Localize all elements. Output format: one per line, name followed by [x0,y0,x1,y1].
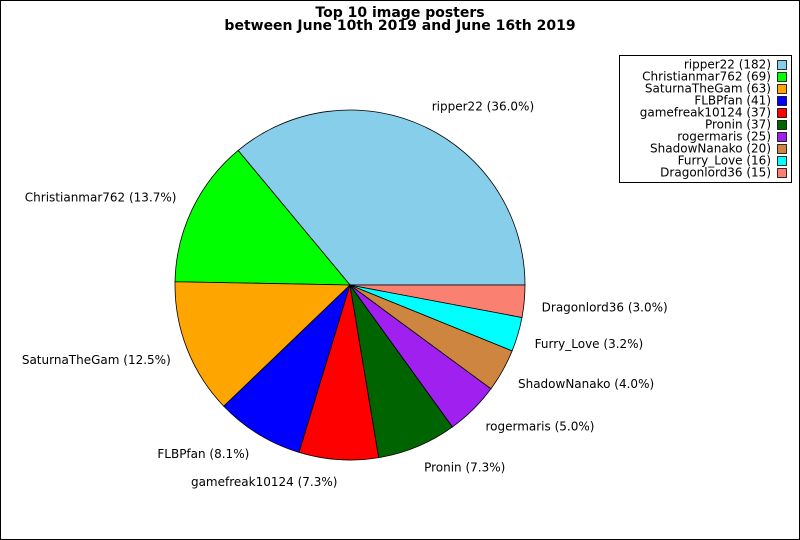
pie-slice [349,284,526,318]
slice-label: FLBPfan (8.1%) [157,447,249,461]
legend-label: Dragonlord36 (15) [660,166,771,180]
legend-label: Christianmar762 (69) [642,70,771,84]
legend-swatch [777,72,787,82]
pie-slice [174,281,351,407]
slice-label: Pronin (7.3%) [424,460,505,474]
legend-swatch [777,108,787,118]
legend-label: rogermaris (25) [677,130,771,144]
slice-label: rogermaris (5.0%) [485,420,594,434]
legend-swatch [777,120,787,130]
chart-subtitle: between June 10th 2019 and June 16th 201… [224,18,575,34]
legend-swatch [777,132,787,142]
slice-label: ripper22 (36.0%) [432,100,534,114]
pie-slice [174,149,351,286]
legend-label: SaturnaTheGam (63) [645,82,771,96]
legend-swatch [777,60,787,70]
chart-title: Top 10 image posters [315,5,484,21]
legend-label: ShadowNanako (20) [650,142,771,156]
slice-label: gamefreak10124 (7.3%) [191,475,337,489]
legend-swatch [777,144,787,154]
legend-label: Pronin (37) [705,118,771,132]
pie-slice [237,109,526,286]
slice-label: Christianmar762 (13.7%) [25,191,177,205]
legend-label: ripper22 (182) [684,58,771,72]
legend-swatch [777,168,787,178]
slice-label: SaturnaTheGam (12.5%) [22,353,171,367]
legend-label: gamefreak10124 (37) [640,106,771,120]
legend-swatch [777,156,787,166]
slice-label: Furry_Love (3.2%) [535,337,644,351]
legend-box [619,55,792,183]
legend-swatch [777,84,787,94]
slice-label: Dragonlord36 (3.0%) [542,301,668,315]
pie-slice [223,283,351,453]
legend-label: FLBPfan (41) [694,94,771,108]
slice-label: ShadowNanako (4.0%) [518,377,654,391]
legend-swatch [777,96,787,106]
legend-label: Furry_Love (16) [678,154,771,168]
